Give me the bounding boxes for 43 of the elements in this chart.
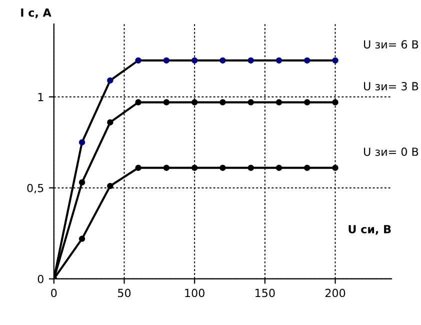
point [248, 164, 254, 171]
point [163, 57, 170, 64]
x-tick-label: 200 [325, 288, 346, 298]
y-axis-title: I с, А [21, 8, 52, 18]
x-axis-title: U си, В [348, 225, 391, 235]
point [220, 57, 226, 64]
point [107, 119, 114, 126]
point [276, 57, 282, 64]
point [78, 236, 86, 242]
y-tick-label: 1 [38, 92, 44, 102]
y-tick-label: 0,5 [27, 184, 44, 194]
point [248, 57, 254, 64]
x-tick-label: 100 [185, 288, 204, 298]
point [78, 179, 86, 186]
point [276, 164, 282, 171]
text: U зи= 6 В [364, 40, 418, 49]
point [332, 99, 338, 106]
point [107, 182, 114, 190]
point [276, 99, 282, 106]
text: U зи= 3 В [364, 82, 418, 90]
point [163, 99, 170, 106]
x-tick-label: 50 [118, 288, 131, 298]
point [220, 99, 226, 106]
point [135, 164, 142, 171]
point [107, 77, 114, 84]
point [332, 57, 338, 64]
x-tick-label: 150 [256, 288, 275, 298]
point [191, 164, 198, 171]
point [304, 164, 310, 171]
point [163, 164, 170, 171]
point [248, 99, 254, 106]
point [135, 57, 142, 64]
point [220, 164, 226, 171]
point [135, 99, 142, 106]
point [304, 99, 310, 106]
point [332, 164, 338, 171]
point [78, 139, 86, 146]
point [304, 57, 310, 64]
text: U зи= 0 В [364, 148, 418, 156]
x-tick-label: 0 [51, 288, 57, 298]
point [191, 99, 198, 106]
point [191, 57, 198, 64]
y-tick-label: 0 [38, 274, 44, 284]
